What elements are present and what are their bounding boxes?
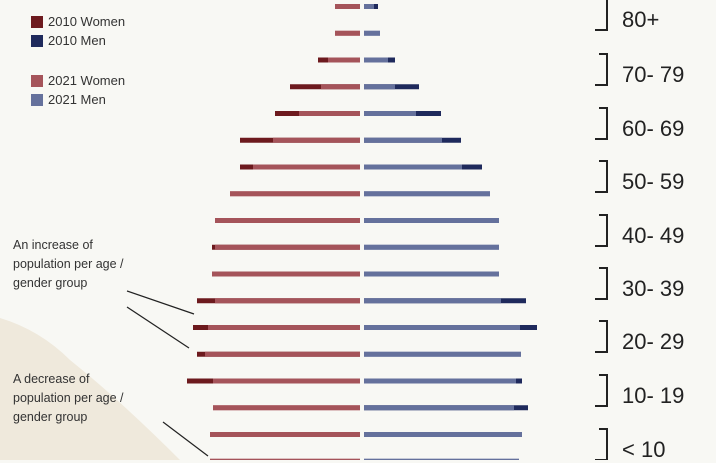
age-label-30-39: 30- 39 (622, 276, 685, 301)
women-2021-bar (328, 57, 360, 63)
men-2021-bar (364, 298, 501, 304)
age-bracket (595, 267, 608, 300)
annotation-pointer-line (126, 290, 195, 315)
age-bracket (595, 0, 608, 31)
age-bracket (595, 214, 608, 247)
legend-swatch-women-2010 (31, 15, 43, 28)
women-2021-bar (321, 84, 360, 90)
age-bracket (595, 374, 608, 407)
annotation-line: An increase of (13, 238, 93, 252)
annotation-line: population per age / (13, 257, 124, 271)
men-2021-bar (364, 458, 519, 460)
annotation-increase: An increase of population per age / gend… (13, 236, 163, 293)
annotation-pointer-line (162, 421, 209, 457)
women-2021-bar (335, 30, 360, 36)
age-label-40-49: 40- 49 (622, 223, 685, 248)
men-2021-bar (364, 84, 395, 90)
women-2021-bar (335, 4, 360, 9)
men-2021-bar (364, 244, 499, 250)
women-2021-bar (230, 191, 360, 197)
men-2021-bar (364, 325, 520, 330)
age-label-70-79: 70- 79 (622, 62, 685, 87)
background-blob (0, 318, 180, 460)
age-label-60-69: 60- 69 (622, 116, 685, 141)
age-bracket (595, 320, 608, 353)
age-label-20-29: 20- 29 (622, 329, 685, 354)
men-2021-bar (364, 57, 388, 63)
age-label-10-19: 10- 19 (622, 383, 685, 408)
age-bracket (595, 107, 608, 140)
legend: 2010 Women 2010 Men 2021 Women 2021 Men (31, 12, 125, 109)
men-2021-bar (364, 405, 514, 411)
legend-label: 2010 Men (48, 33, 106, 48)
age-label-under-10: < 10 (622, 437, 666, 462)
legend-label: 2010 Women (48, 14, 126, 29)
women-2021-bar (273, 137, 360, 143)
age-bracket (595, 53, 608, 86)
men-2021-bar (364, 351, 521, 357)
women-2021-bar (299, 111, 360, 116)
legend-item-men-2021: 2021 Men (31, 90, 125, 109)
women-2021-bar (212, 271, 360, 277)
legend-swatch-men-2010 (31, 34, 43, 47)
age-bracket (595, 160, 608, 193)
men-2021-bar (364, 191, 490, 197)
women-2021-bar (210, 458, 360, 460)
age-label-80-plus: 80+ (622, 7, 660, 32)
annotation-line: gender group (13, 276, 88, 290)
legend-swatch-men-2021 (31, 93, 43, 106)
women-2021-bar (253, 164, 360, 170)
annotation-line: A decrease of (13, 372, 90, 386)
men-2021-bar (364, 164, 462, 170)
men-2021-bar (364, 137, 442, 143)
women-2021-bar (205, 351, 360, 357)
age-label-50-59: 50- 59 (622, 169, 685, 194)
legend-label: 2021 Women (48, 73, 126, 88)
age-bracket (595, 428, 608, 460)
women-2021-bar (208, 325, 360, 330)
legend-swatch-women-2021 (31, 74, 43, 87)
women-2021-bar (213, 378, 360, 384)
annotation-decrease: A decrease of population per age / gende… (13, 370, 163, 427)
men-2021-bar (364, 30, 380, 36)
women-2021-bar (215, 244, 360, 250)
annotation-line: population per age / (13, 391, 124, 405)
women-2021-bar (215, 298, 360, 304)
men-2021-bar (364, 378, 516, 384)
men-2021-bar (364, 111, 416, 116)
annotation-pointer-line (126, 306, 190, 349)
women-2021-bar (210, 432, 360, 437)
legend-item-men-2010: 2010 Men (31, 31, 125, 50)
legend-item-women-2021: 2021 Women (31, 71, 125, 90)
legend-item-women-2010: 2010 Women (31, 12, 125, 31)
women-2021-bar (213, 405, 360, 411)
men-2021-bar (364, 4, 374, 9)
men-2021-bar (364, 432, 522, 437)
men-2021-bar (364, 271, 499, 277)
legend-label: 2021 Men (48, 92, 106, 107)
women-2021-bar (215, 218, 360, 223)
annotation-line: gender group (13, 410, 88, 424)
men-2021-bar (364, 218, 499, 223)
